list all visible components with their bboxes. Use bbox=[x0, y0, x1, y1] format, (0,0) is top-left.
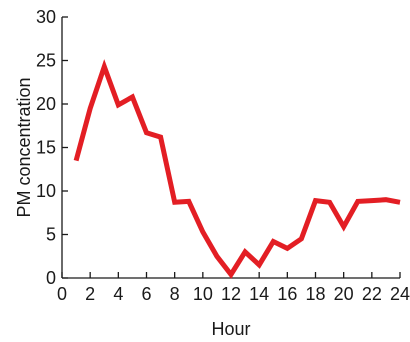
x-tick-label: 24 bbox=[390, 284, 410, 304]
x-tick-label: 2 bbox=[85, 284, 95, 304]
x-tick-label: 6 bbox=[141, 284, 151, 304]
x-tick-label: 18 bbox=[305, 284, 325, 304]
y-axis-title: PM concentration bbox=[14, 77, 34, 217]
y-tick-label: 5 bbox=[46, 225, 56, 245]
y-tick-label: 0 bbox=[46, 268, 56, 288]
x-tick-label: 10 bbox=[193, 284, 213, 304]
x-tick-label: 4 bbox=[113, 284, 123, 304]
x-tick-label: 16 bbox=[277, 284, 297, 304]
x-tick-label: 8 bbox=[170, 284, 180, 304]
x-tick-label: 14 bbox=[249, 284, 269, 304]
y-tick-label: 10 bbox=[36, 181, 56, 201]
y-tick-label: 15 bbox=[36, 138, 56, 158]
x-tick-label: 20 bbox=[334, 284, 354, 304]
x-tick-group: 0 2 4 6 8 10 12 14 16 18 20 22 24 bbox=[57, 272, 410, 304]
x-axis-title: Hour bbox=[211, 319, 250, 339]
x-tick-label: 0 bbox=[57, 284, 67, 304]
y-tick-group: 0 5 10 15 20 25 30 bbox=[36, 7, 68, 288]
y-tick-label: 25 bbox=[36, 51, 56, 71]
y-tick-label: 20 bbox=[36, 94, 56, 114]
y-tick-label: 30 bbox=[36, 7, 56, 27]
x-tick-label: 22 bbox=[362, 284, 382, 304]
series-group bbox=[73, 59, 401, 279]
x-tick-label: 12 bbox=[221, 284, 241, 304]
series-line bbox=[73, 59, 401, 279]
